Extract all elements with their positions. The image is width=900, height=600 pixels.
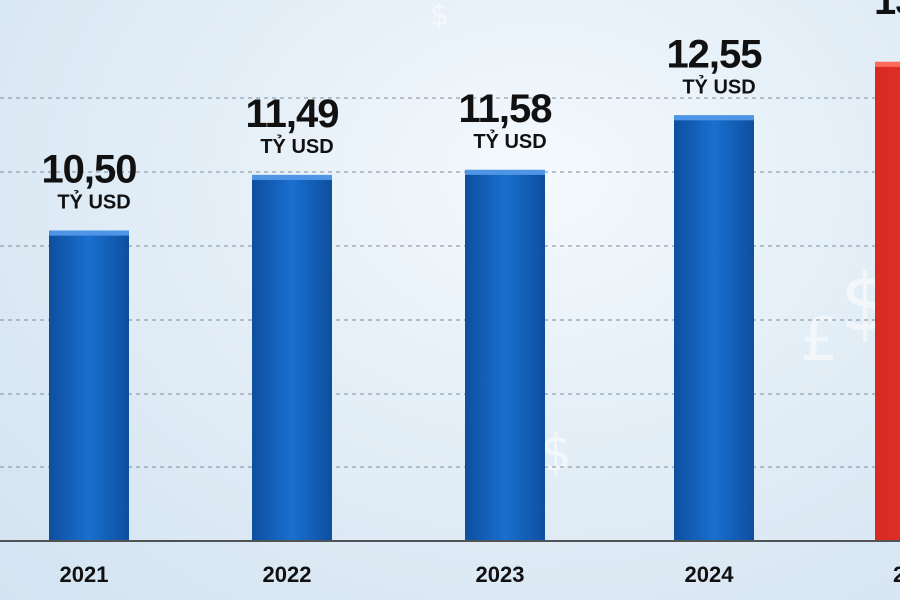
- unit-label-2023: TỶ USD: [473, 130, 546, 153]
- bar-2022: [252, 174, 332, 540]
- value-label-2021: 10,50: [41, 148, 136, 192]
- bars: [49, 61, 900, 540]
- bar-top-highlight-2024: [674, 115, 754, 121]
- year-label-2022: 2022: [263, 562, 312, 587]
- bar-2024: [674, 115, 754, 540]
- year-label-2021: 2021: [60, 562, 109, 587]
- unit-label-2021: TỶ USD: [57, 191, 130, 214]
- gridlines: [0, 97, 900, 468]
- value-label-2023: 11,58: [459, 87, 553, 131]
- dollar-sign-icon-small: $: [430, 0, 449, 33]
- pound-sign-icon: £: [800, 305, 838, 375]
- bar-rect-2022: [252, 174, 332, 540]
- bar-top-highlight-2022: [252, 174, 332, 180]
- bar-rect-2024: [674, 115, 754, 540]
- bar-top-highlight-2021: [49, 230, 129, 236]
- value-label-2: 13: [874, 0, 900, 23]
- value-label-2024: 12,55: [666, 32, 762, 76]
- year-labels: 2021 2022 2023 2024 2: [60, 562, 900, 587]
- bar-top-highlight-2: [875, 61, 900, 67]
- bar-rect-2: [875, 61, 900, 540]
- bar-2: [875, 61, 900, 540]
- bar-2021: [49, 230, 129, 540]
- year-label-2023: 2023: [476, 562, 525, 587]
- dollar-sign-icon-faint: $: [540, 424, 572, 482]
- value-label-2022: 11,49: [246, 92, 339, 136]
- year-label-2: 2: [893, 562, 900, 587]
- bar-2023: [465, 169, 545, 540]
- bar-top-highlight-2023: [465, 169, 545, 175]
- unit-label-2024: TỶ USD: [682, 75, 755, 98]
- unit-label-2022: TỶ USD: [260, 135, 333, 158]
- bar-rect-2021: [49, 230, 129, 540]
- bar-rect-2023: [465, 169, 545, 540]
- year-label-2024: 2024: [685, 562, 735, 587]
